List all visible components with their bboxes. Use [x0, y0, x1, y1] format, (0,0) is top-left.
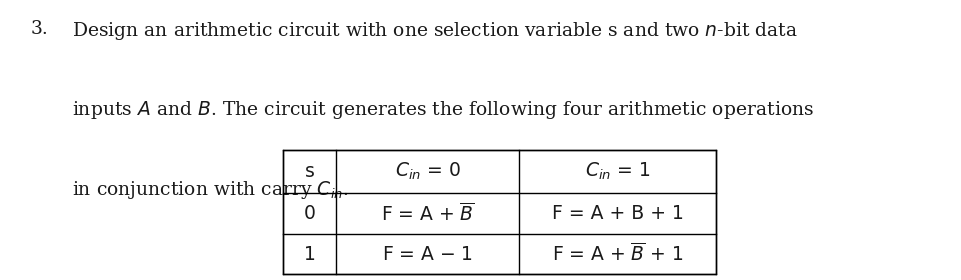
Bar	[283, 150, 716, 274]
Text: 0: 0	[304, 204, 316, 223]
Text: 1: 1	[304, 245, 316, 263]
Text: s: s	[305, 162, 315, 181]
Text: F = A + B + 1: F = A + B + 1	[552, 204, 683, 223]
Text: in conjunction with carry $C_{in}$.: in conjunction with carry $C_{in}$.	[72, 179, 349, 201]
Text: 3.: 3.	[31, 20, 48, 38]
Text: F = A + $\overline{B}$ + 1: F = A + $\overline{B}$ + 1	[552, 243, 683, 265]
Text: $C_{in}$ = 0: $C_{in}$ = 0	[395, 161, 460, 182]
Text: inputs $A$ and $B$. The circuit generates the following four arithmetic operatio: inputs $A$ and $B$. The circuit generate…	[72, 99, 814, 122]
Text: F = A + $\overline{B}$: F = A + $\overline{B}$	[381, 202, 475, 225]
Text: Design an arithmetic circuit with one selection variable s and two $n$-bit data: Design an arithmetic circuit with one se…	[72, 20, 798, 42]
Text: F = A $-$ 1: F = A $-$ 1	[382, 245, 473, 263]
Text: $C_{in}$ = 1: $C_{in}$ = 1	[584, 161, 651, 182]
